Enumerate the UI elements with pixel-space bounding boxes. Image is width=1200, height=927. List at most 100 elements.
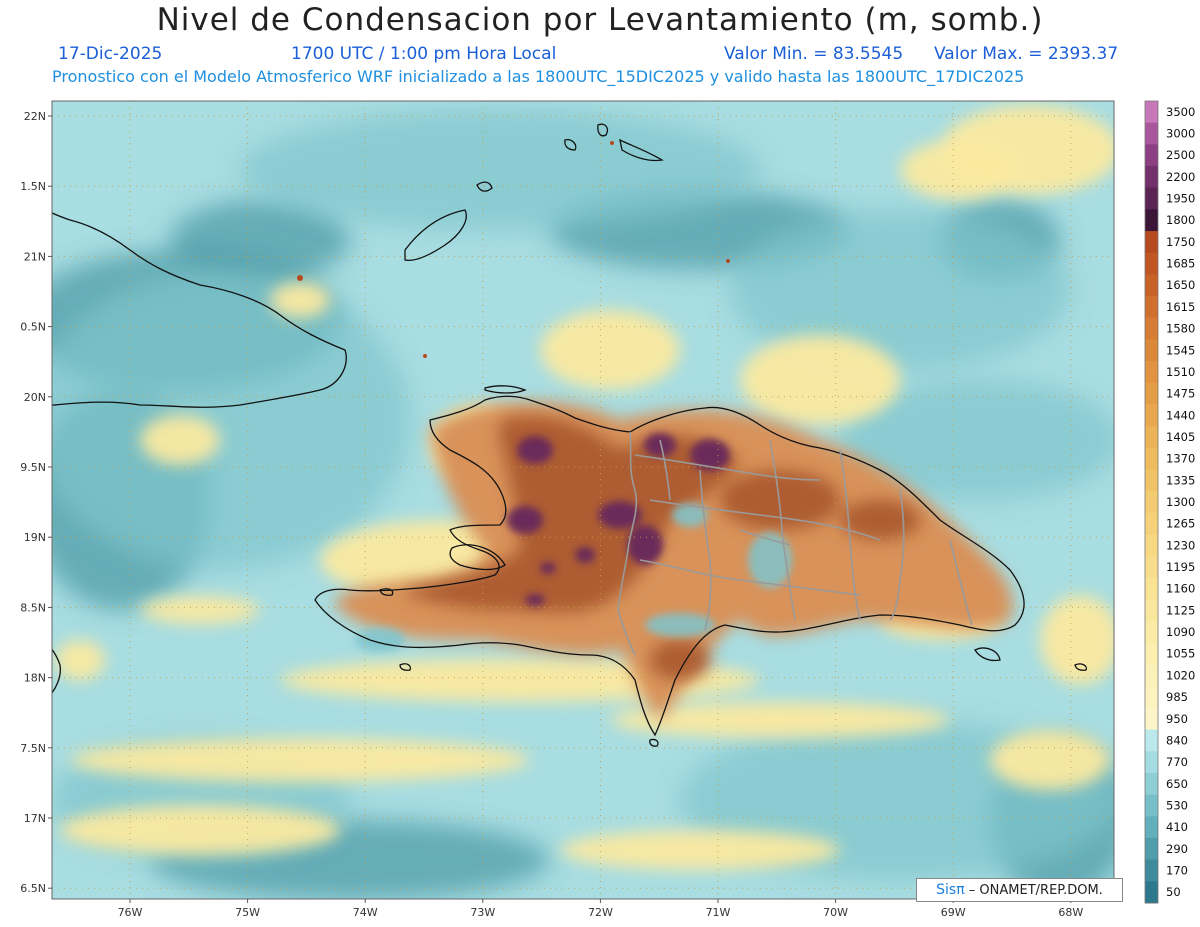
latitude-label: 21N — [24, 250, 46, 263]
colorbar-label: 1545 — [1166, 343, 1195, 357]
colorbar-label: 1195 — [1166, 560, 1195, 574]
latitude-label: 22N — [24, 110, 46, 123]
latitude-label: 1.5N — [20, 180, 46, 193]
colorbar-label: 1580 — [1166, 322, 1195, 336]
min-value: Valor Min. = 83.5545 — [724, 44, 904, 64]
colorbar-swatch — [1145, 252, 1158, 275]
colorbar-swatch — [1145, 404, 1158, 427]
colorbar-swatch — [1145, 707, 1158, 731]
colorbar: 3500 3000 2500 2200 1950 1800 1750 1685 1650 1615… — [1144, 100, 1195, 904]
colorbar-label: 290 — [1166, 842, 1188, 856]
colorbar-label: 1055 — [1166, 647, 1195, 661]
latitude-label: 20N — [24, 391, 46, 404]
colorbar-label: 1405 — [1166, 430, 1195, 444]
colorbar-swatch — [1145, 621, 1158, 644]
map-field — [52, 101, 1114, 899]
colorbar-label: 1230 — [1166, 538, 1195, 552]
colorbar-swatch — [1145, 642, 1158, 666]
colorbar-label: 840 — [1166, 733, 1188, 747]
longitude-label: 71W — [706, 906, 731, 919]
colorbar-swatch — [1145, 556, 1158, 579]
longitude-label: 76W — [118, 906, 143, 919]
longitude-label: 75W — [235, 906, 260, 919]
colorbar-swatch — [1145, 209, 1158, 232]
colorbar-label: 1335 — [1166, 473, 1195, 487]
colorbar-swatch — [1145, 274, 1158, 297]
longitude-label: 68W — [1058, 906, 1083, 919]
colorbar-label: 3500 — [1166, 105, 1195, 119]
colorbar-swatch — [1145, 837, 1158, 861]
colorbar-label: 950 — [1166, 712, 1188, 726]
longitude-label: 69W — [941, 906, 966, 919]
colorbar-label: 50 — [1166, 885, 1181, 899]
longitude-label: 70W — [823, 906, 848, 919]
credit-text: – ONAMET/REP.DOM. — [968, 883, 1103, 898]
longitude-label: 74W — [353, 906, 378, 919]
max-value: Valor Max. = 2393.37 — [934, 44, 1119, 64]
colorbar-swatch — [1145, 296, 1158, 319]
colorbar-swatch — [1145, 426, 1158, 449]
colorbar-swatch — [1145, 231, 1158, 254]
colorbar-label: 1265 — [1166, 517, 1195, 531]
colorbar-label: 1125 — [1166, 603, 1195, 617]
latitude-label: 8.5N — [20, 601, 46, 614]
colorbar-label: 1950 — [1166, 192, 1195, 206]
credit-box: Sisπ – ONAMET/REP.DOM. — [916, 878, 1123, 902]
latitude-label: 9.5N — [20, 461, 46, 474]
colorbar-label: 1160 — [1166, 582, 1195, 596]
colorbar-label: 770 — [1166, 755, 1188, 769]
colorbar-label: 650 — [1166, 777, 1188, 791]
colorbar-label: 170 — [1166, 863, 1188, 877]
credit-brand: Sisπ — [936, 882, 965, 898]
colorbar-label: 2200 — [1166, 170, 1195, 184]
colorbar-swatch — [1145, 794, 1158, 817]
latitude-label: 18N — [24, 672, 46, 685]
colorbar-label: 410 — [1166, 820, 1188, 834]
colorbar-swatch — [1145, 534, 1158, 557]
colorbar-label: 2500 — [1166, 148, 1195, 162]
colorbar-swatch — [1145, 599, 1158, 622]
forecast-time: 1700 UTC / 1:00 pm Hora Local — [291, 44, 557, 64]
colorbar-label: 1475 — [1166, 387, 1195, 401]
longitude-label: 72W — [588, 906, 613, 919]
colorbar-swatch — [1145, 361, 1158, 384]
plot-frame — [51, 100, 1115, 900]
colorbar-swatch — [1145, 317, 1158, 340]
forecast-date: 17-Dic-2025 — [58, 44, 163, 64]
map-title: Nivel de Condensacion por Levantamiento … — [156, 2, 1044, 38]
colorbar-label: 1370 — [1166, 452, 1195, 466]
colorbar-swatch — [1145, 772, 1158, 796]
latitude-labels: 22N 1.5N 21N 0.5N 20N 9.5N 19N 8.5N 18N 7.5N 17N 6.… — [20, 110, 52, 895]
colorbar-label: 1020 — [1166, 668, 1195, 682]
colorbar-swatch — [1145, 577, 1158, 601]
colorbar-label: 530 — [1166, 798, 1188, 812]
colorbar-label: 985 — [1166, 690, 1188, 704]
colorbar-swatch — [1145, 144, 1158, 167]
colorbar-swatch — [1145, 816, 1158, 839]
colorbar-label: 1685 — [1166, 257, 1195, 271]
colorbar-swatch — [1145, 166, 1158, 189]
latitude-label: 0.5N — [20, 321, 46, 334]
colorbar-swatch — [1145, 686, 1158, 709]
colorbar-swatch — [1145, 729, 1158, 752]
latitude-label: 7.5N — [20, 742, 46, 755]
colorbar-swatch — [1145, 491, 1158, 514]
colorbar-swatch — [1145, 664, 1158, 687]
colorbar-swatch — [1145, 469, 1158, 492]
colorbar-swatch — [1145, 447, 1158, 470]
colorbar-swatch — [1145, 751, 1158, 774]
colorbar-label: 1440 — [1166, 408, 1195, 422]
longitude-label: 73W — [470, 906, 495, 919]
colorbar-label: 1300 — [1166, 495, 1195, 509]
colorbar-label: 1750 — [1166, 235, 1195, 249]
colorbar-swatch — [1145, 512, 1158, 536]
colorbar-label: 1090 — [1166, 625, 1195, 639]
forecast-description: Pronostico con el Modelo Atmosferico WRF… — [52, 67, 1025, 86]
colorbar-label: 3000 — [1166, 127, 1195, 141]
colorbar-swatch — [1145, 881, 1158, 904]
colorbar-swatch — [1145, 382, 1158, 405]
colorbar-swatch — [1145, 339, 1158, 362]
colorbar-label: 1650 — [1166, 278, 1195, 292]
colorbar-swatch — [1145, 101, 1158, 124]
